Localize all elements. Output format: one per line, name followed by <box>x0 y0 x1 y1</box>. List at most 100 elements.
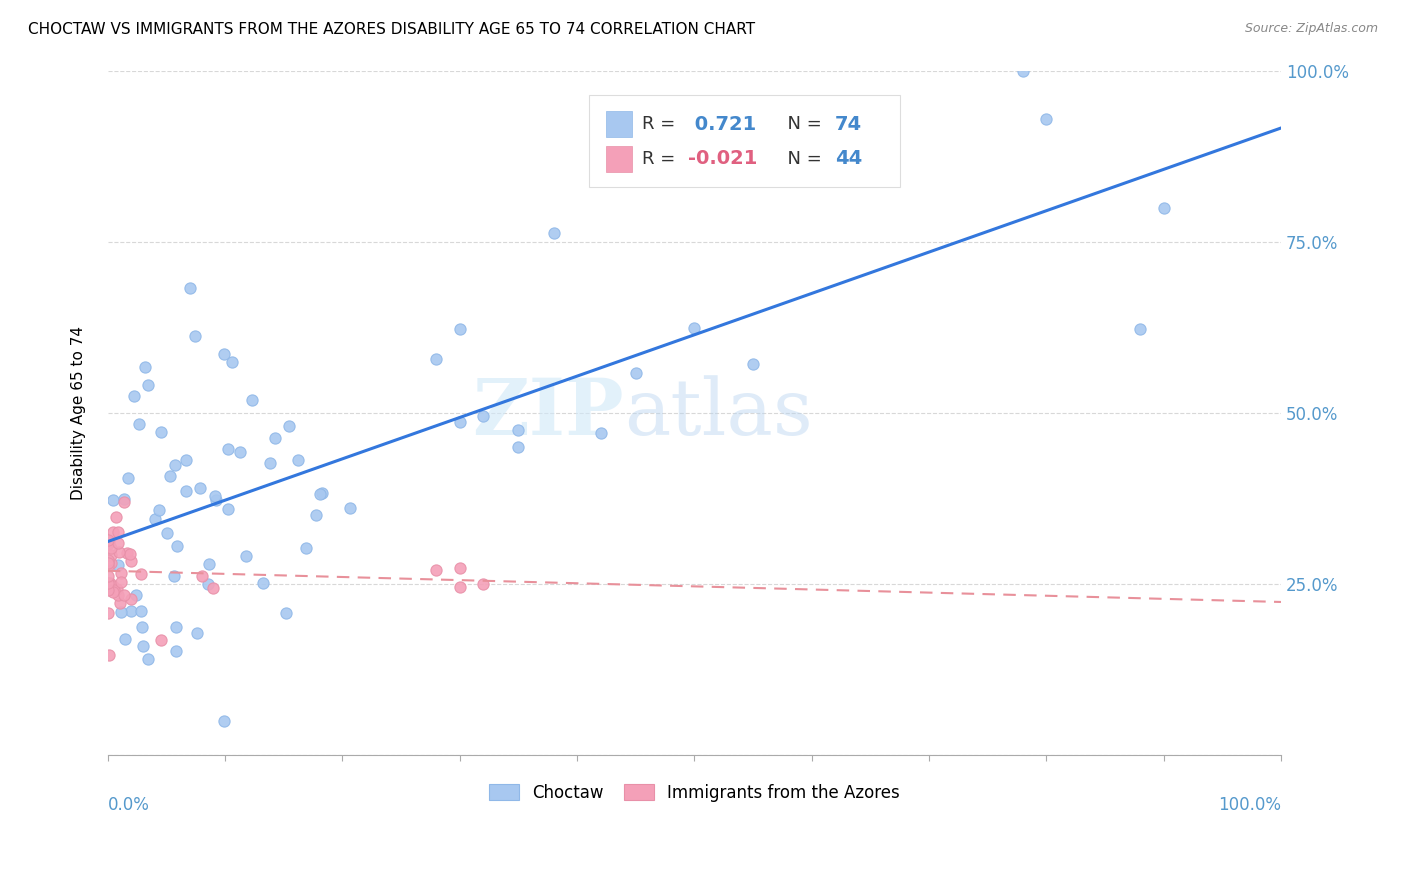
Point <box>149 425 172 440</box>
Point <box>115 546 138 560</box>
Point <box>624 367 647 381</box>
Point <box>221 355 243 369</box>
Point <box>163 569 186 583</box>
Point <box>449 415 471 429</box>
FancyBboxPatch shape <box>606 145 633 171</box>
FancyBboxPatch shape <box>606 112 633 137</box>
Point <box>278 419 301 434</box>
Point <box>122 389 145 403</box>
Point <box>1035 112 1057 127</box>
Point <box>472 409 495 424</box>
Point <box>98 579 121 593</box>
Point <box>107 524 129 539</box>
Y-axis label: Disability Age 65 to 74: Disability Age 65 to 74 <box>72 326 86 500</box>
Text: CHOCTAW VS IMMIGRANTS FROM THE AZORES DISABILITY AGE 65 TO 74 CORRELATION CHART: CHOCTAW VS IMMIGRANTS FROM THE AZORES DI… <box>28 22 755 37</box>
Text: -0.021: -0.021 <box>689 149 758 169</box>
Point <box>589 425 612 440</box>
Point <box>97 648 120 662</box>
Point <box>1011 64 1033 78</box>
Point <box>108 596 131 610</box>
Point <box>120 554 142 568</box>
Point <box>311 486 333 500</box>
Point <box>97 583 120 598</box>
Point <box>205 493 228 508</box>
Point <box>97 555 120 569</box>
Point <box>179 281 201 295</box>
Point <box>276 606 298 620</box>
Point <box>508 423 530 437</box>
Point <box>263 431 285 445</box>
Point <box>114 632 136 646</box>
Point <box>128 417 150 431</box>
Point <box>508 440 530 454</box>
Point <box>197 577 219 591</box>
Point <box>129 604 152 618</box>
Point <box>472 577 495 591</box>
Point <box>148 503 170 517</box>
Point <box>217 442 239 457</box>
Point <box>304 508 326 523</box>
Legend: Choctaw, Immigrants from the Azores: Choctaw, Immigrants from the Azores <box>482 777 907 809</box>
Point <box>103 579 125 593</box>
Point <box>212 714 235 728</box>
FancyBboxPatch shape <box>589 95 900 187</box>
Point <box>97 569 120 583</box>
Text: N =: N = <box>776 115 828 134</box>
Point <box>190 569 212 583</box>
Text: 74: 74 <box>835 115 862 134</box>
Point <box>1153 202 1175 216</box>
Point <box>425 563 447 577</box>
Point <box>136 651 159 665</box>
Point <box>143 512 166 526</box>
Point <box>165 458 187 472</box>
Point <box>105 510 128 524</box>
Point <box>252 575 274 590</box>
Point <box>308 486 330 500</box>
Point <box>202 581 225 595</box>
Point <box>339 501 361 516</box>
Point <box>101 525 124 540</box>
Text: 100.0%: 100.0% <box>1218 797 1281 814</box>
Point <box>287 453 309 467</box>
Point <box>131 566 153 581</box>
Point <box>138 377 160 392</box>
Point <box>97 553 120 567</box>
Point <box>217 502 239 516</box>
Point <box>97 533 120 547</box>
Point <box>110 574 132 589</box>
Point <box>449 580 471 594</box>
Point <box>120 604 142 618</box>
Point <box>112 588 135 602</box>
Point <box>134 360 156 375</box>
Text: 0.0%: 0.0% <box>108 797 149 814</box>
Point <box>110 566 132 580</box>
Point <box>259 456 281 470</box>
Point <box>166 539 188 553</box>
Point <box>165 620 187 634</box>
Point <box>97 535 120 549</box>
Point <box>294 541 316 556</box>
Point <box>97 558 120 573</box>
Point <box>97 556 120 570</box>
Point <box>131 639 153 653</box>
Point <box>120 547 142 561</box>
Text: N =: N = <box>776 150 828 168</box>
Point <box>683 321 706 335</box>
Point <box>107 558 129 573</box>
Point <box>212 346 235 360</box>
Point <box>110 605 132 619</box>
Point <box>112 491 135 506</box>
Point <box>100 557 122 571</box>
Point <box>449 560 471 574</box>
Point <box>101 493 124 508</box>
Point <box>449 322 471 336</box>
Point <box>204 489 226 503</box>
Point <box>235 549 257 564</box>
Text: 0.721: 0.721 <box>689 115 756 134</box>
Point <box>174 452 197 467</box>
Point <box>543 226 565 240</box>
Text: Source: ZipAtlas.com: Source: ZipAtlas.com <box>1244 22 1378 36</box>
Point <box>98 576 121 591</box>
Text: atlas: atlas <box>624 376 813 451</box>
Point <box>150 632 173 647</box>
